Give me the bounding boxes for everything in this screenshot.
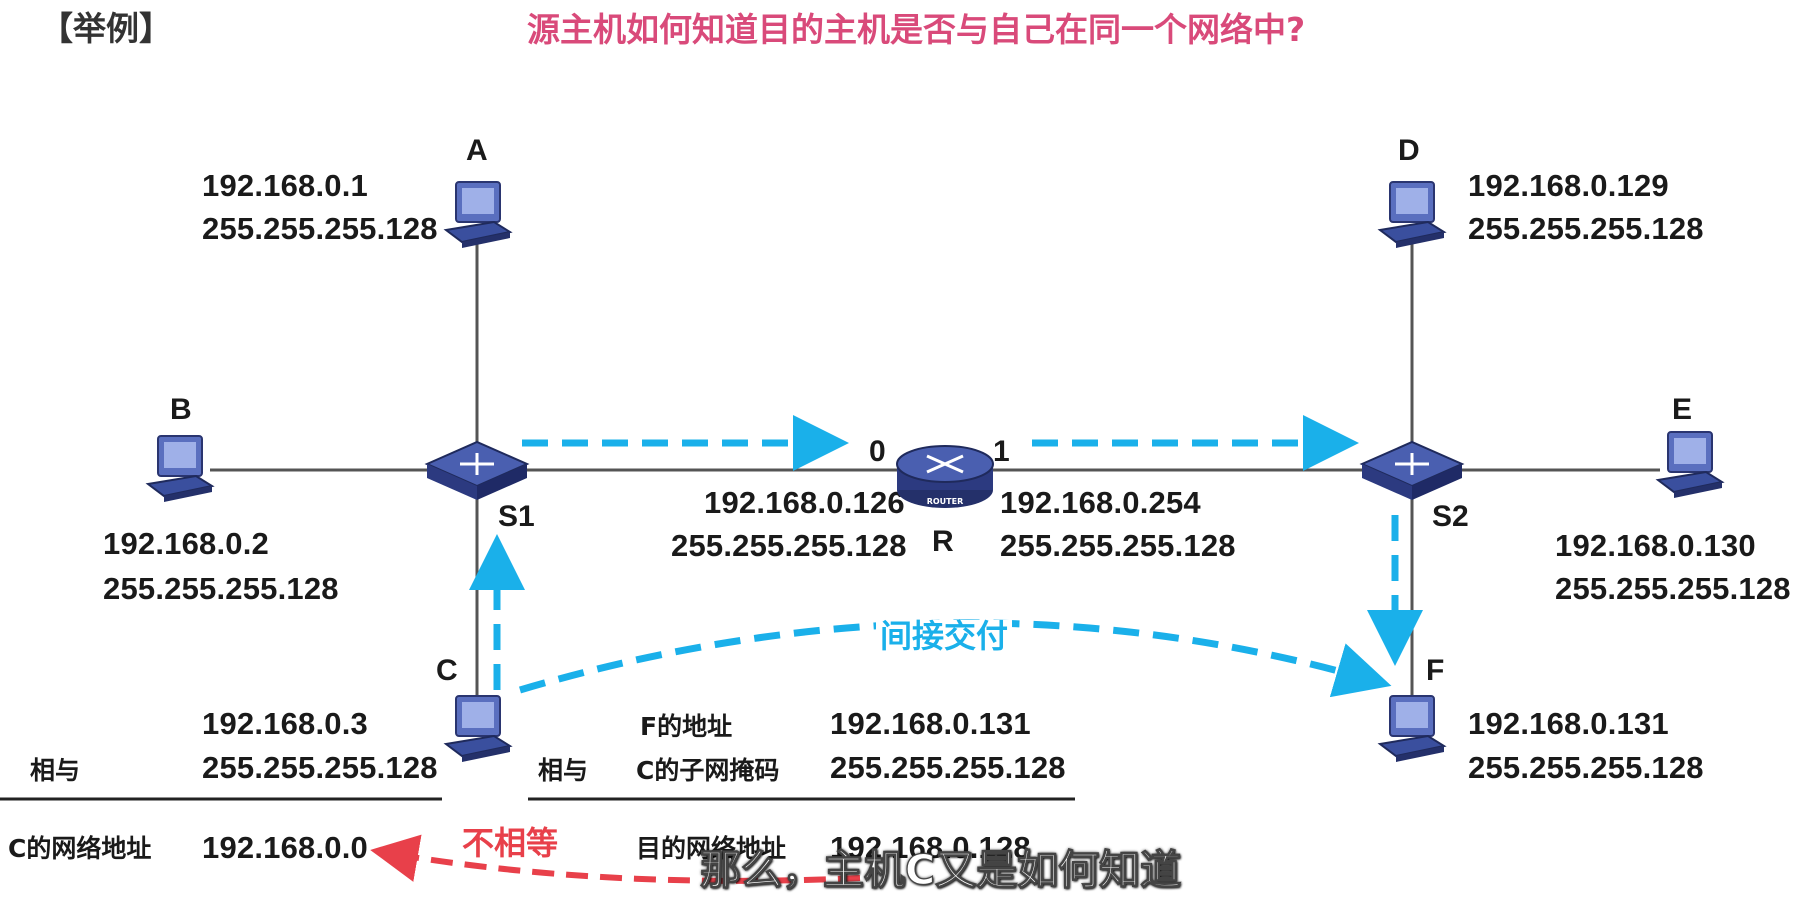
router-icon-text: ROUTER [927, 497, 964, 506]
c-network-address-label: C的网络地址 [8, 834, 152, 863]
host-a-ip: 192.168.0.1 [202, 168, 368, 203]
host-f-ip: 192.168.0.131 [1468, 706, 1669, 741]
host-d-ip: 192.168.0.129 [1468, 168, 1669, 203]
router-port0-ip: 192.168.0.126 [704, 485, 905, 520]
router-port1-mask: 255.255.255.128 [1000, 528, 1236, 563]
host-e-label: E [1672, 393, 1693, 426]
indirect-delivery-label: 间接交付 [876, 620, 1013, 652]
left-and-op: 相与 [30, 756, 81, 785]
host-d-label: D [1398, 134, 1420, 167]
page-title: 源主机如何知道目的主机是否与自己在同一个网络中? [527, 10, 1306, 49]
dest-network-label: 目的网络地址 [636, 834, 787, 863]
host-e-computer-icon [1655, 431, 1725, 498]
host-d-computer-icon [1377, 181, 1447, 248]
host-f-computer-icon [1377, 695, 1447, 762]
right-and-op: 相与 [538, 756, 589, 785]
example-tag: 【举例】 [40, 9, 172, 48]
f-address-value: 192.168.0.131 [830, 706, 1031, 741]
host-b-computer-icon [145, 435, 215, 502]
host-b-ip: 192.168.0.2 [103, 526, 269, 561]
host-c-ip: 192.168.0.3 [202, 706, 368, 741]
switch-s2-icon: SWITCH [1359, 440, 1465, 506]
router-port1-label: 1 [993, 435, 1010, 468]
host-c-label: C [436, 654, 458, 687]
host-b-label: B [170, 393, 192, 426]
host-d-mask: 255.255.255.128 [1468, 211, 1704, 246]
host-a-mask: 255.255.255.128 [202, 211, 438, 246]
host-f-mask: 255.255.255.128 [1468, 750, 1704, 785]
not-equal-label: 不相等 [462, 824, 559, 862]
router-port0-mask: 255.255.255.128 [671, 528, 907, 563]
host-e-mask: 255.255.255.128 [1555, 571, 1791, 606]
switch-s1-label: S1 [498, 500, 535, 533]
host-a-label: A [466, 134, 488, 167]
c-network-address-value: 192.168.0.0 [202, 830, 368, 865]
host-c-computer-icon [443, 695, 513, 762]
f-address-label: F的地址 [640, 712, 733, 741]
host-c-mask: 255.255.255.128 [202, 750, 438, 785]
host-a-computer-icon [443, 181, 513, 248]
router-label: R [932, 525, 954, 558]
router-port0-label: 0 [869, 435, 886, 468]
dest-network-value: 192.168.0.128 [830, 830, 1031, 865]
host-e-ip: 192.168.0.130 [1555, 528, 1756, 563]
switch-s1-icon: SWITCH [424, 440, 530, 506]
c-mask-label: C的子网掩码 [636, 756, 780, 785]
host-f-label: F [1426, 654, 1445, 687]
c-mask-value: 255.255.255.128 [830, 750, 1066, 785]
arrow-not-equal [370, 834, 861, 884]
router-port1-ip: 192.168.0.254 [1000, 485, 1201, 520]
host-b-mask: 255.255.255.128 [103, 571, 339, 606]
switch-s2-label: S2 [1432, 500, 1469, 533]
router-icon: ROUTER [896, 445, 994, 508]
video-subtitle: 那么，主机C又是如何知道 [699, 846, 1182, 894]
